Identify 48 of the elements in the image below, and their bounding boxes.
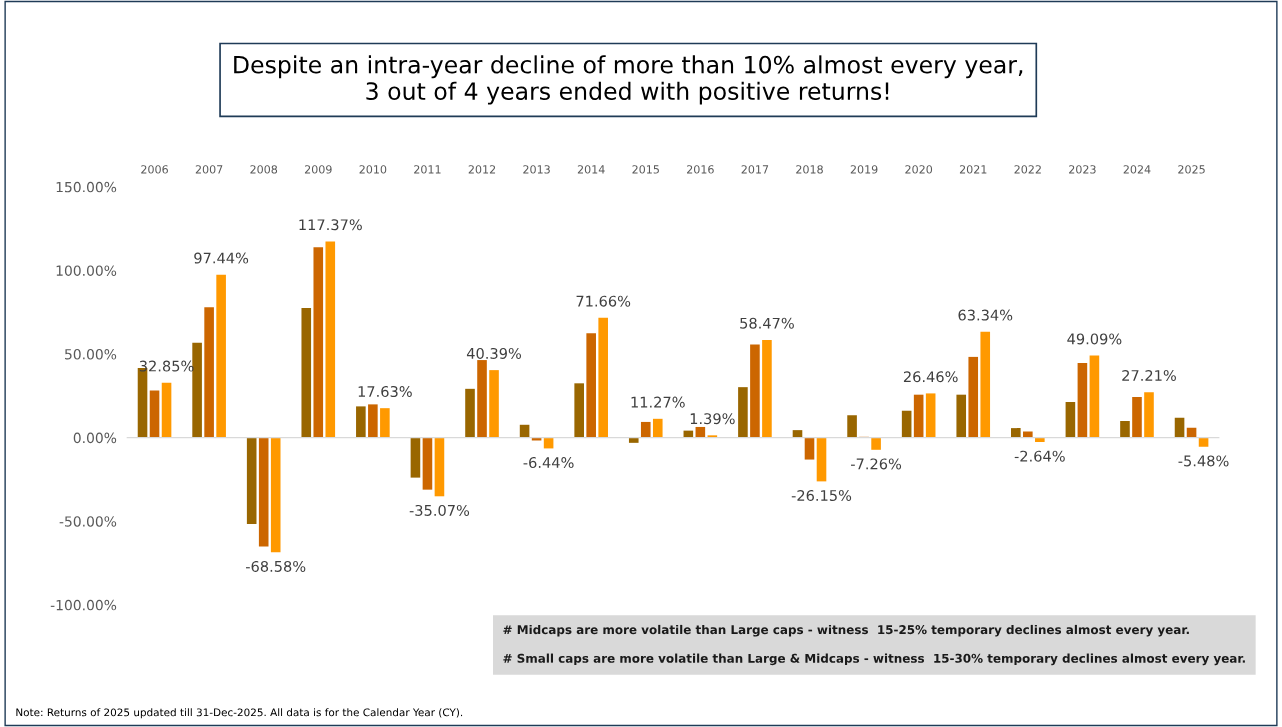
data-label: 97.44% — [194, 252, 249, 264]
data-label: 1.39% — [690, 413, 735, 425]
x-tick-label: 2024 — [1123, 165, 1151, 174]
data-label: 40.39% — [466, 347, 522, 359]
data-label: -7.26% — [851, 458, 902, 470]
y-tick-label: 150.00% — [56, 181, 117, 193]
x-tick-label: 2006 — [141, 165, 168, 174]
data-label: -35.07% — [409, 504, 470, 516]
x-tick-label: 2016 — [687, 165, 714, 174]
data-label: 17.63% — [358, 385, 412, 398]
y-tick-label: -100.00% — [50, 599, 117, 611]
x-tick-label: 2010 — [359, 165, 387, 174]
chart-title: Despite an intra-year decline of more than 10% almost every year, 3 out of 4 years ended with positive returns! — [234, 55, 1023, 105]
x-tick-label: 2011 — [414, 165, 441, 174]
y-tick-label: 50.00% — [65, 349, 117, 360]
x-tick-label: 2019 — [850, 165, 878, 174]
data-label: -2.64% — [1014, 450, 1065, 462]
y-tick-label: -50.00% — [59, 516, 117, 527]
x-tick-label: 2014 — [577, 165, 605, 174]
x-tick-label: 2023 — [1069, 165, 1096, 174]
x-tick-label: 2007 — [195, 165, 223, 174]
data-label: 58.47% — [740, 317, 794, 329]
y-tick-label: 100.00% — [56, 265, 117, 276]
text: # Midcaps are more volatile than Large caps - witness 15-25% temporary declines almost every year. # Small caps are more volatile than Large & Midcaps - witness 15-30% temporary declines almost every year. — [503, 624, 1245, 666]
data-label: 117.37% — [299, 219, 362, 231]
x-tick-label: 2009 — [304, 165, 332, 174]
x-tick-label: 2021 — [959, 165, 987, 174]
y-tick-label: 0.00% — [73, 432, 117, 444]
data-label: 71.66% — [576, 295, 631, 307]
data-label: -26.15% — [791, 489, 852, 501]
data-label: 27.21% — [1122, 369, 1176, 381]
data-label: -6.44% — [523, 457, 574, 469]
x-tick-label: 2022 — [1014, 165, 1041, 174]
text: Note: Returns of 2025 updated till 31-Dec-2025. All data is for the Calendar Year (CY). — [16, 708, 463, 719]
x-tick-label: 2017 — [741, 165, 769, 174]
x-tick-label: 2012 — [468, 165, 496, 174]
data-label: 63.34% — [958, 309, 1013, 321]
data-label: -68.58% — [245, 560, 306, 572]
x-tick-label: 2008 — [250, 165, 278, 174]
data-label: 49.09% — [1067, 333, 1122, 345]
data-label: -5.48% — [1178, 455, 1229, 467]
x-tick-label: 2018 — [796, 165, 823, 174]
x-tick-label: 2013 — [523, 165, 550, 174]
data-label: 11.27% — [631, 396, 685, 408]
x-tick-label: 2020 — [905, 165, 933, 174]
x-tick-label: 2025 — [1178, 165, 1205, 174]
x-tick-label: 2015 — [632, 165, 659, 174]
data-label: 26.46% — [903, 371, 958, 383]
